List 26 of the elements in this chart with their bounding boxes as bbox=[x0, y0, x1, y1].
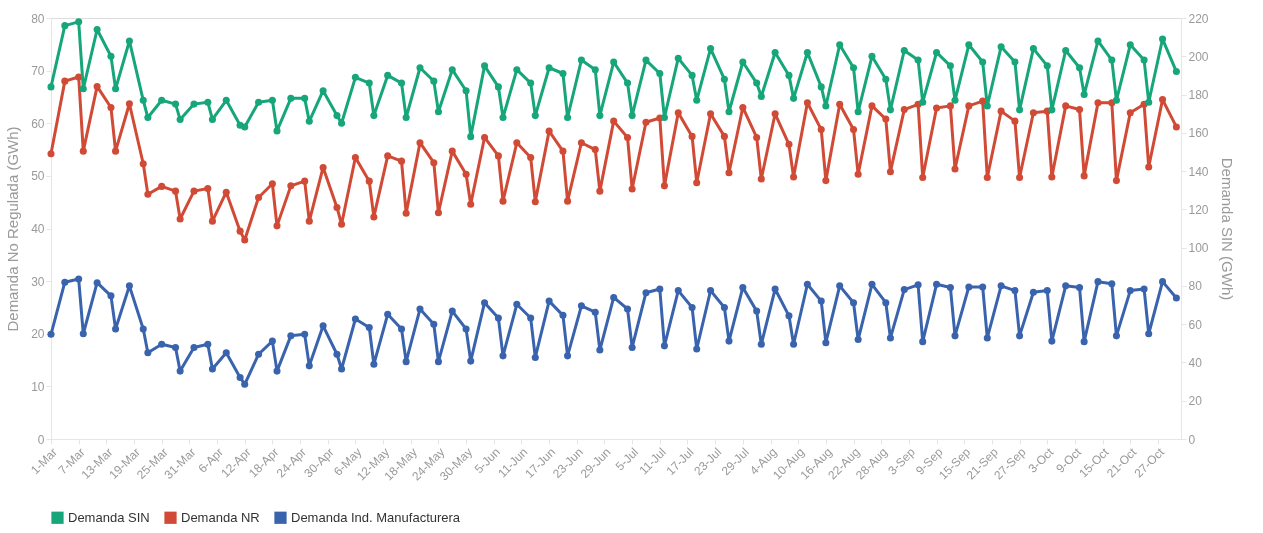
legend-label: Demanda Ind. Manufacturera bbox=[291, 509, 461, 525]
y2-tick-label: 220 bbox=[1188, 11, 1209, 26]
legend-label: Demanda NR bbox=[181, 509, 260, 525]
y-tick-label: 40 bbox=[31, 222, 45, 236]
y2-tick-label: 60 bbox=[1188, 317, 1203, 332]
y2-tick-label: 100 bbox=[1188, 241, 1209, 256]
y-tick-label: 30 bbox=[31, 274, 45, 289]
y-tick-label: 80 bbox=[31, 11, 45, 26]
y2-tick-label: 80 bbox=[1188, 279, 1203, 294]
y2-tick-label: 180 bbox=[1188, 88, 1209, 103]
y2-tick-label: 0 bbox=[1188, 432, 1196, 447]
y-tick-label: 70 bbox=[31, 64, 45, 79]
y2-tick-label: 120 bbox=[1188, 202, 1209, 217]
y2-tick-label: 140 bbox=[1188, 164, 1209, 179]
legend-label: Demanda SIN bbox=[68, 509, 150, 525]
y-tick-label: 20 bbox=[31, 327, 45, 342]
y2-tick-label: 160 bbox=[1188, 126, 1209, 141]
y-axis-title: Demanda No Regulada (GWh) bbox=[4, 126, 22, 332]
y2-axis-title: Demanda SIN (GWh) bbox=[1218, 157, 1236, 301]
y2-tick-label: 20 bbox=[1188, 394, 1203, 409]
y-tick-label: 0 bbox=[37, 432, 45, 447]
y-tick-label: 50 bbox=[31, 169, 45, 184]
y2-tick-label: 200 bbox=[1188, 49, 1209, 64]
y2-tick-label: 40 bbox=[1188, 355, 1203, 370]
y-tick-label: 10 bbox=[31, 379, 45, 394]
y-tick-label: 60 bbox=[31, 116, 45, 131]
